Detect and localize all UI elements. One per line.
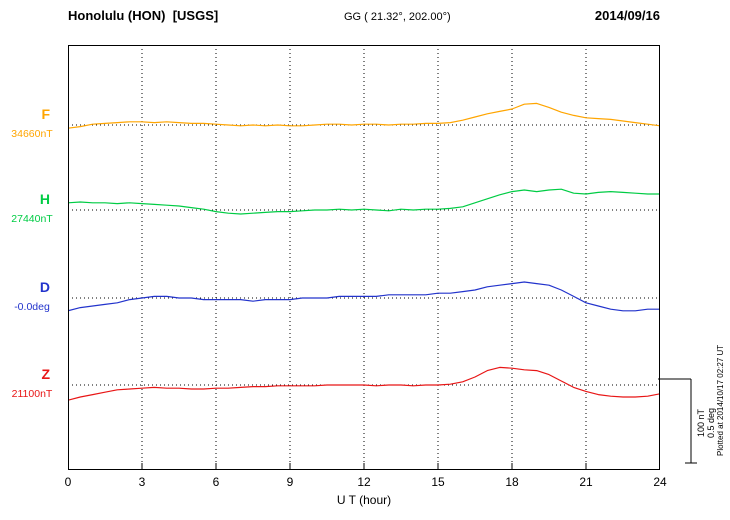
series-baseline-value-H: 27440nT [11,213,53,225]
x-axis-label: U T (hour) [336,493,392,507]
station-title: Honolulu (HON) [USGS] [68,8,219,23]
series-baseline-value-F: 34660nT [11,128,53,140]
x-tick-label: 0 [64,475,72,489]
plot-date: 2014/09/16 [594,8,660,23]
series-letter-H: H [39,191,50,207]
series-labels: F 34660nT H 27440nT D -0.0deg Z 21100nT [0,45,66,470]
plotted-at-note: Plotted at 2014/10/17 02:27 UT [716,344,725,456]
trace-F [68,102,660,129]
x-tick-label: 15 [431,475,445,489]
geo-coords: GG ( 21.32°, 202.00°) [344,11,451,23]
scale-deg-label: 0.5 deg [706,407,716,439]
series-letter-Z: Z [41,366,50,382]
x-tick-label: 21 [579,475,593,489]
series-letter-D: D [39,279,50,295]
series-letter-F: F [41,106,50,122]
x-tick-label: 24 [653,475,667,489]
x-tick-label: 12 [357,475,371,489]
x-tick-labels: 0 3 6 9 12 15 18 21 24 [64,475,667,490]
scale-bar-labels: 100 nT 0.5 deg [696,378,716,468]
trace-Z [68,366,660,401]
scale-bar [658,378,697,464]
trace-H [68,188,660,215]
plot-border [68,45,660,470]
trace-D [68,281,660,312]
series-baseline-value-D: -0.0deg [14,301,50,313]
x-tick-label: 18 [505,475,519,489]
x-tick-label: 3 [138,475,146,489]
x-tick-label: 6 [212,475,220,489]
plot-svg [68,45,660,470]
scale-nt-label: 100 nT [696,408,706,438]
x-tick-label: 9 [286,475,294,489]
series-baseline-value-Z: 21100nT [11,388,53,400]
